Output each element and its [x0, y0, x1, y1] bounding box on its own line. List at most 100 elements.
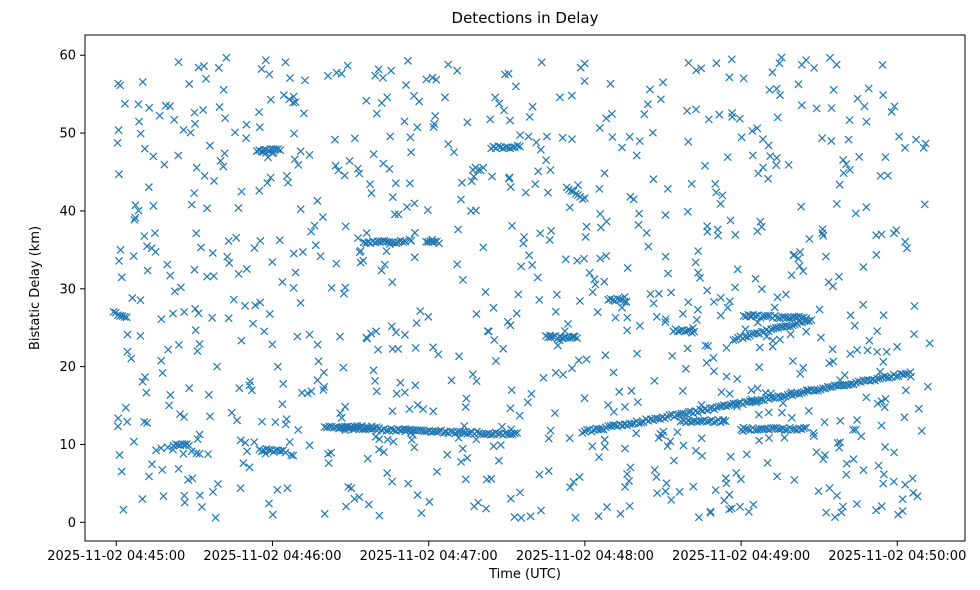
detection-point [746, 311, 755, 320]
detection-point [859, 300, 868, 309]
detection-point [836, 416, 845, 425]
detection-point [388, 477, 397, 486]
detection-point [186, 128, 195, 137]
detection-point [876, 367, 885, 376]
detection-point [892, 372, 901, 381]
detection-point [652, 472, 661, 482]
detection-point [669, 456, 679, 465]
detection-point [580, 59, 589, 68]
detection-point [840, 371, 849, 380]
detection-point [646, 289, 655, 299]
detection-point [757, 395, 766, 404]
detection-point [570, 332, 579, 341]
detection-point [180, 498, 189, 507]
detection-point [560, 327, 569, 336]
detection-point [739, 311, 748, 320]
detection-point [213, 479, 223, 489]
detection-point [515, 411, 524, 420]
detection-point [251, 301, 260, 310]
detection-point [116, 245, 125, 254]
detection-point [626, 192, 635, 201]
detection-point [150, 229, 160, 238]
detection-point [873, 327, 882, 336]
detection-point [257, 447, 266, 456]
detection-point [197, 502, 207, 512]
detection-point [665, 410, 674, 420]
detection-point [237, 336, 246, 345]
detection-point [353, 164, 362, 173]
detection-point [898, 506, 907, 516]
detection-point [168, 445, 178, 454]
detection-point [261, 148, 271, 157]
detection-point [697, 64, 706, 73]
detection-point [488, 172, 497, 181]
detection-point [501, 429, 510, 438]
detection-point [482, 475, 491, 484]
detection-point [165, 102, 175, 111]
detection-point [298, 247, 307, 257]
detection-point [873, 374, 882, 383]
detection-point [266, 95, 275, 104]
detection-point [543, 188, 553, 197]
y-axis: 0 10 20 30 40 50 60 [59, 49, 85, 531]
detection-point [602, 217, 611, 226]
detection-point [770, 303, 779, 312]
detection-point [348, 423, 357, 432]
detection-point [379, 448, 388, 457]
detection-point [296, 147, 305, 156]
detection-point [807, 385, 816, 394]
detection-point [243, 447, 252, 456]
detection-point [224, 237, 233, 246]
detection-point [684, 137, 693, 146]
detection-point [802, 423, 811, 432]
detection-point [625, 502, 634, 511]
detection-point [291, 98, 300, 107]
detection-point [733, 265, 742, 274]
detection-point [578, 195, 587, 204]
y-tick-label-3: 30 [59, 282, 76, 297]
detection-point [597, 425, 606, 434]
detection-point [787, 413, 796, 422]
detection-point [417, 426, 427, 435]
detection-point [490, 335, 499, 345]
detection-point [472, 309, 481, 319]
detection-point [499, 106, 509, 115]
detection-point [617, 143, 627, 152]
detection-point [721, 417, 730, 426]
detection-point [822, 508, 831, 517]
detection-point [796, 369, 805, 378]
detection-point [712, 403, 721, 412]
detection-point [622, 297, 631, 306]
detection-point [116, 81, 125, 90]
detection-point [804, 386, 813, 395]
detection-point [818, 225, 827, 234]
detection-point [672, 410, 681, 419]
detection-point [378, 73, 388, 82]
detection-point [575, 472, 584, 482]
detection-point [174, 340, 183, 349]
detection-point [300, 76, 310, 85]
detection-point [336, 409, 345, 418]
detection-point [388, 278, 397, 287]
detection-point [367, 189, 376, 198]
detection-point [379, 159, 388, 168]
detection-point [889, 477, 898, 486]
detection-point [350, 134, 359, 143]
detection-point [799, 363, 808, 372]
detection-point [769, 393, 778, 402]
detection-point [729, 336, 738, 345]
detection-point [547, 226, 556, 235]
detection-point [419, 405, 428, 414]
detection-point [472, 377, 481, 386]
detection-point [164, 345, 173, 354]
detection-point [208, 248, 217, 258]
detection-point [515, 131, 525, 140]
detection-point [550, 409, 559, 418]
detection-point [600, 277, 609, 286]
detection-point [606, 79, 615, 88]
detection-point [431, 111, 440, 121]
detection-point [314, 357, 323, 366]
detection-point [242, 120, 251, 129]
detection-point [595, 123, 604, 133]
x-tick-label-1: 2025-11-02 04:46:00 [203, 549, 341, 564]
